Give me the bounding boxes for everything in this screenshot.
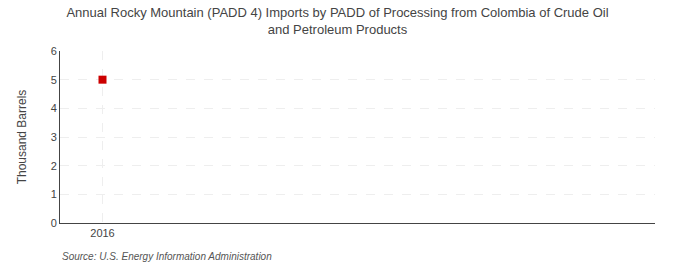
svg-text:4: 4: [51, 102, 57, 114]
svg-text:Thousand Barrels: Thousand Barrels: [15, 90, 29, 185]
svg-text:5: 5: [51, 74, 57, 86]
svg-text:6: 6: [51, 45, 57, 57]
svg-text:Annual Rocky Mountain (PADD 4): Annual Rocky Mountain (PADD 4) Imports b…: [66, 5, 608, 37]
svg-text:2016: 2016: [90, 227, 114, 239]
svg-text:1: 1: [51, 188, 57, 200]
svg-text:3: 3: [51, 131, 57, 143]
svg-text:Source: U.S. Energy Informatio: Source: U.S. Energy Information Administ…: [62, 251, 272, 262]
svg-text:0: 0: [51, 217, 57, 229]
svg-text:2: 2: [51, 160, 57, 172]
